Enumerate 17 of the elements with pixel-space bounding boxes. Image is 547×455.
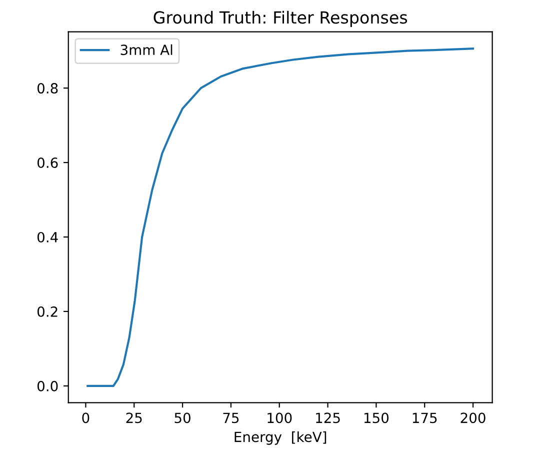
x-tick-label: 200: [460, 412, 486, 424]
y-tick-label: 0.4: [37, 232, 58, 242]
x-tick-label: 75: [223, 412, 239, 424]
x-tick-label: 0: [82, 412, 90, 424]
x-tick-label: 175: [412, 412, 437, 424]
x-axis-title: Energy [keV]: [234, 431, 326, 445]
y-tick-label: 0.2: [37, 306, 58, 317]
x-tick-label: 100: [268, 412, 292, 424]
x-tick-label: 25: [126, 412, 142, 424]
y-tick-label: 0.6: [37, 158, 58, 168]
x-tick-label: 50: [174, 412, 190, 424]
x-tick-label: 125: [316, 412, 340, 424]
legend-label: 3mm Al: [120, 44, 172, 56]
chart-title: Ground Truth: Filter Responses: [154, 10, 408, 27]
y-tick-label: 0.8: [37, 83, 58, 94]
x-tick-label: 150: [364, 412, 389, 424]
y-tick-label: 0.0: [37, 380, 58, 392]
